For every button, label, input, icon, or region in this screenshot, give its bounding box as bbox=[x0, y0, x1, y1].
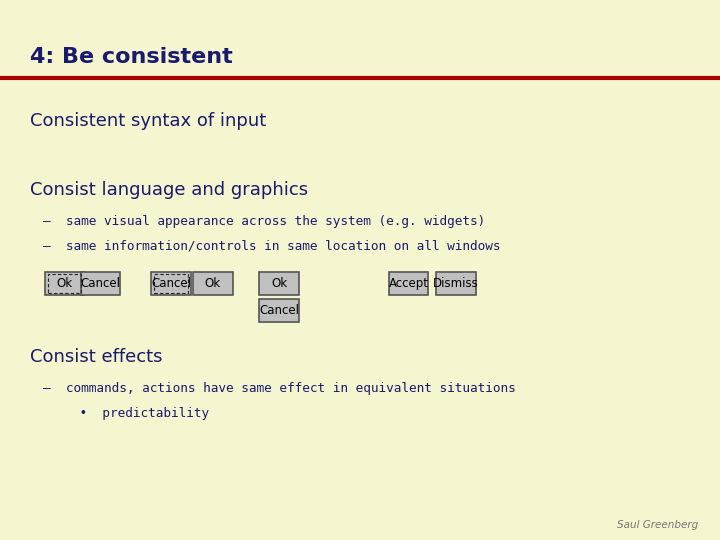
FancyBboxPatch shape bbox=[389, 272, 428, 295]
Text: –  commands, actions have same effect in equivalent situations: – commands, actions have same effect in … bbox=[43, 382, 516, 395]
Text: Dismiss: Dismiss bbox=[433, 277, 479, 290]
Text: Ok: Ok bbox=[204, 277, 221, 290]
Text: Saul Greenberg: Saul Greenberg bbox=[617, 520, 698, 530]
FancyBboxPatch shape bbox=[45, 272, 84, 295]
FancyBboxPatch shape bbox=[259, 272, 299, 295]
FancyBboxPatch shape bbox=[436, 272, 476, 295]
Text: Cancel: Cancel bbox=[151, 277, 191, 290]
Text: Accept: Accept bbox=[389, 277, 428, 290]
Text: Consist effects: Consist effects bbox=[30, 348, 163, 367]
Text: Cancel: Cancel bbox=[81, 277, 120, 290]
Text: Cancel: Cancel bbox=[259, 304, 299, 317]
Text: Ok: Ok bbox=[56, 277, 73, 290]
FancyBboxPatch shape bbox=[151, 272, 191, 295]
Text: Consist language and graphics: Consist language and graphics bbox=[30, 181, 308, 199]
Text: •  predictability: • predictability bbox=[49, 407, 209, 420]
FancyBboxPatch shape bbox=[193, 272, 233, 295]
Text: Consistent syntax of input: Consistent syntax of input bbox=[30, 112, 266, 131]
Text: 4: Be consistent: 4: Be consistent bbox=[30, 46, 233, 67]
Text: Ok: Ok bbox=[271, 277, 287, 290]
FancyBboxPatch shape bbox=[81, 272, 120, 295]
FancyBboxPatch shape bbox=[259, 299, 299, 322]
Text: –  same information/controls in same location on all windows: – same information/controls in same loca… bbox=[43, 239, 500, 252]
Text: –  same visual appearance across the system (e.g. widgets): – same visual appearance across the syst… bbox=[43, 215, 485, 228]
